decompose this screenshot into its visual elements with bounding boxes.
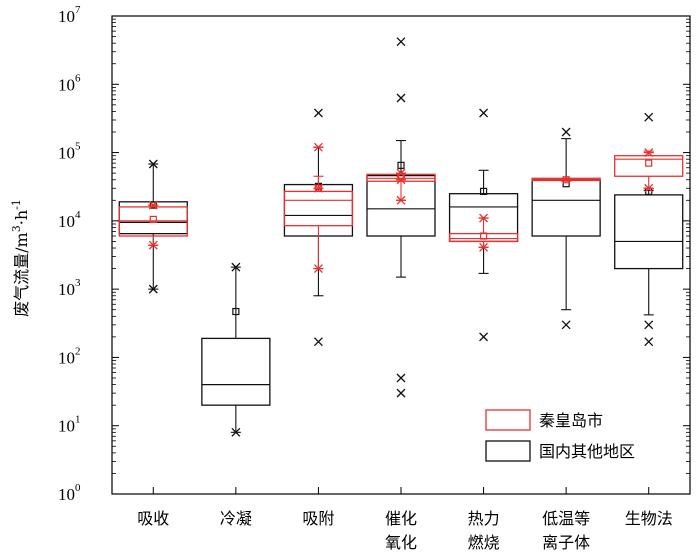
y-tick-label-exp: 7: [75, 4, 81, 16]
outlier-marker: [313, 337, 323, 347]
y-tick-label-exp: 1: [75, 414, 81, 426]
x-category-label: 燃烧: [468, 533, 500, 552]
y-tick-label: 106: [58, 72, 81, 94]
y-tick-label-base: 10: [58, 348, 75, 367]
box-iqr: [531, 179, 601, 237]
y-tick-label: 107: [58, 4, 81, 26]
x-category-label: 催化: [385, 509, 417, 528]
y-tick-label-base: 10: [58, 75, 75, 94]
legend-label-other: 国内其他地区: [539, 442, 635, 461]
y-axis-title-mid: ·h: [12, 210, 31, 225]
box-other: [614, 112, 684, 347]
box-qinhuangdao: [283, 142, 354, 274]
x-category-label: 离子体: [542, 533, 590, 552]
y-tick-label: 101: [58, 414, 81, 436]
y-tick-label-exp: 6: [75, 72, 81, 84]
box-mean: [397, 161, 405, 169]
legend-swatch-other: [485, 440, 531, 462]
box-qinhuangdao: [448, 213, 519, 252]
y-tick-label-base: 10: [58, 280, 75, 299]
y-axis-title-sup1: 3: [10, 225, 23, 232]
y-axis-title: 废气流量/m3·h-1: [10, 199, 31, 317]
box-mean: [479, 187, 488, 196]
y-tick-label-exp: 4: [75, 209, 81, 221]
x-category-label: 低温等: [542, 509, 590, 528]
outlier-marker: [396, 373, 406, 383]
box-qinhuangdao: [366, 168, 436, 205]
outlier-marker: [396, 37, 406, 47]
box-mean: [645, 159, 653, 167]
outlier-marker: [148, 159, 158, 169]
plot-layer: [111, 15, 691, 495]
y-tick-label-exp: 5: [75, 141, 81, 153]
box-other: [201, 262, 271, 437]
outlier-marker: [231, 427, 241, 437]
x-category-label: 热力: [468, 509, 500, 528]
box-other: [118, 159, 188, 294]
x-category-label: 吸收: [137, 509, 169, 528]
outlier-marker: [561, 127, 571, 137]
box-iqr: [366, 174, 436, 237]
y-tick-label-exp: 3: [75, 277, 81, 289]
box-iqr: [614, 155, 684, 177]
y-tick-label-base: 10: [58, 144, 75, 163]
outlier-marker: [396, 93, 406, 103]
box-iqr: [448, 232, 519, 243]
x-category-label: 生物法: [625, 509, 673, 528]
box-iqr: [283, 190, 354, 227]
outlier-marker: [561, 320, 571, 330]
y-tick-label-base: 10: [58, 417, 75, 436]
x-category-label: 冷凝: [220, 509, 252, 528]
outlier-marker: [479, 108, 489, 118]
box-mean: [149, 215, 157, 224]
y-tick-label-base: 10: [58, 7, 75, 26]
y-tick-label: 102: [58, 345, 81, 367]
outlier-marker: [644, 320, 654, 330]
y-tick-label-exp: 2: [75, 345, 81, 357]
outlier-marker: [479, 332, 489, 342]
y-tick-label-exp: 0: [75, 482, 81, 494]
legend: 秦皇岛市 国内其他地区: [485, 409, 635, 462]
box-mean: [562, 176, 570, 184]
legend-label-qinhuangdao: 秦皇岛市: [539, 411, 603, 430]
outlier-marker: [644, 337, 654, 347]
y-tick-label: 103: [58, 277, 81, 299]
y-axis-title-sup2: -1: [10, 199, 23, 210]
outlier-marker: [396, 388, 406, 398]
outlier-marker: [148, 284, 158, 294]
box-other: [366, 37, 436, 398]
x-category-label: 氧化: [385, 533, 417, 552]
y-tick-label-base: 10: [58, 212, 75, 231]
outlier-marker: [313, 108, 323, 118]
box-qinhuangdao: [118, 200, 188, 250]
box-other: [448, 108, 519, 342]
x-category-label: 吸附: [302, 509, 334, 528]
box-mean: [232, 307, 240, 316]
legend-swatch-qinhuangdao: [485, 409, 531, 431]
y-tick-label: 105: [58, 141, 81, 163]
y-tick-label: 104: [58, 209, 81, 231]
box-iqr: [614, 194, 684, 270]
box-other: [531, 127, 601, 330]
box-mean: [479, 232, 488, 240]
box-qinhuangdao: [531, 176, 601, 184]
box-iqr: [118, 206, 188, 237]
box-qinhuangdao: [614, 148, 684, 193]
box-iqr: [201, 337, 271, 406]
outlier-marker: [644, 112, 654, 122]
y-tick-label: 100: [58, 482, 81, 504]
outlier-marker: [231, 262, 241, 272]
y-tick-label-base: 10: [58, 485, 75, 504]
y-axis-title-main: 废气流量/m: [12, 232, 31, 317]
